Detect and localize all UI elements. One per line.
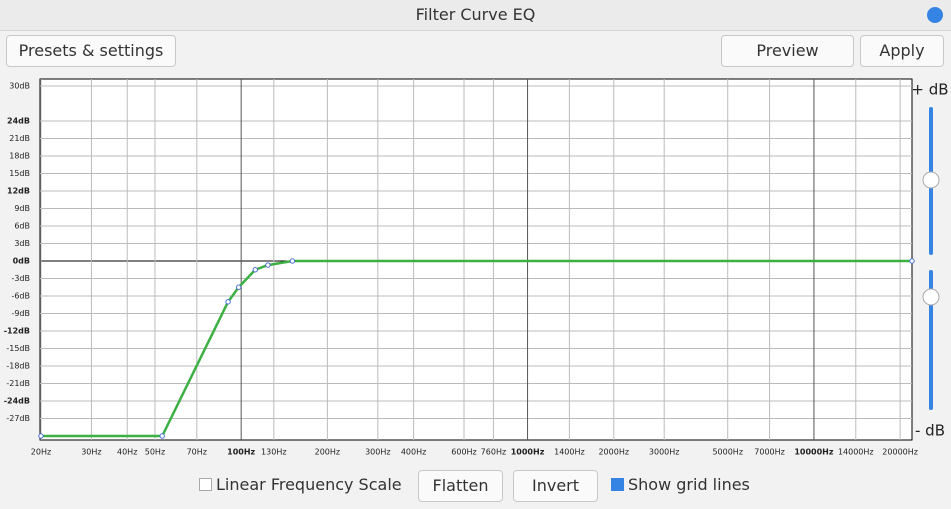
y-tick-label: -6dB	[11, 292, 30, 301]
x-tick-label: 760Hz	[481, 448, 506, 457]
x-tick-label: 1000Hz	[511, 448, 545, 457]
x-tick-label: 5000Hz	[712, 448, 743, 457]
slider-label: - dB	[915, 422, 945, 440]
control-point	[289, 258, 296, 264]
y-tick-label: 15dB	[9, 169, 30, 178]
x-tick-label: 130Hz	[261, 448, 286, 457]
y-tick-label: 0dB	[13, 257, 30, 266]
x-tick-label: 3000Hz	[649, 448, 680, 457]
y-tick-label: -21dB	[6, 379, 30, 388]
invert-button[interactable]: Invert	[513, 470, 598, 502]
flatten-button[interactable]: Flatten	[418, 470, 503, 502]
y-tick-label: -24dB	[4, 397, 30, 406]
control-point	[159, 433, 165, 439]
preview-button[interactable]: Preview	[721, 35, 854, 67]
control-point	[265, 262, 271, 268]
window-title: Filter Curve EQ	[415, 5, 536, 24]
y-tick-label: -18dB	[6, 362, 30, 371]
checkbox[interactable]	[611, 478, 624, 491]
y-tick-label: 30dB	[9, 82, 30, 91]
apply-button[interactable]: Apply	[860, 35, 944, 67]
y-tick-label: -3dB	[11, 274, 30, 283]
plot-area	[39, 78, 913, 441]
y-tick-label: 21dB	[9, 134, 30, 143]
y-tick-label: 9dB	[14, 204, 30, 213]
plot-layer	[38, 79, 915, 440]
y-tick-label: 18dB	[9, 152, 30, 161]
control-point	[909, 258, 915, 264]
close-button[interactable]	[927, 7, 943, 23]
checkbox[interactable]	[199, 478, 212, 491]
x-tick-label: 10000Hz	[794, 448, 834, 457]
y-tick-label: -27dB	[6, 414, 30, 423]
y-tick-label: 6dB	[14, 222, 30, 231]
control-point	[252, 267, 258, 273]
curve	[41, 259, 912, 438]
slider-handle[interactable]	[922, 288, 940, 306]
linear-checkbox[interactable]: Linear Frequency Scale	[199, 474, 402, 496]
x-tick-label: 200Hz	[315, 448, 340, 457]
x-tick-label: 2000Hz	[598, 448, 629, 457]
slider-label: + dB	[911, 81, 948, 99]
x-tick-label: 100Hz	[227, 448, 255, 457]
y-tick-label: 3dB	[14, 239, 30, 248]
checkbox-label: Show grid lines	[628, 475, 750, 494]
x-tick-label: 30Hz	[81, 448, 101, 457]
x-tick-label: 600Hz	[451, 448, 476, 457]
y-tick-label: -12dB	[4, 327, 30, 336]
x-tick-label: 1400Hz	[554, 448, 585, 457]
y-tick-label: 12dB	[7, 187, 30, 196]
slider-handle[interactable]	[922, 171, 940, 189]
presets-button[interactable]: Presets & settings	[6, 35, 176, 67]
x-tick-label: 40Hz	[117, 448, 137, 457]
x-tick-label: 400Hz	[401, 448, 426, 457]
title-bar: Filter Curve EQ	[0, 0, 951, 31]
x-tick-label: 50Hz	[145, 448, 165, 457]
control-point	[38, 433, 44, 439]
x-tick-label: 14000Hz	[838, 448, 874, 457]
x-tick-label: 20Hz	[31, 448, 51, 457]
x-tick-label: 300Hz	[365, 448, 390, 457]
control-point	[235, 284, 242, 290]
y-tick-label: -9dB	[11, 309, 30, 318]
x-tick-label: 20000Hz	[882, 448, 918, 457]
y-tick-label: 24dB	[7, 117, 30, 126]
x-tick-label: 70Hz	[187, 448, 207, 457]
x-tick-label: 7000Hz	[754, 448, 785, 457]
checkbox-label: Linear Frequency Scale	[216, 475, 402, 494]
control-point	[225, 299, 231, 305]
grid-checkbox[interactable]: Show grid lines	[611, 474, 750, 496]
y-tick-label: -15dB	[6, 344, 30, 353]
